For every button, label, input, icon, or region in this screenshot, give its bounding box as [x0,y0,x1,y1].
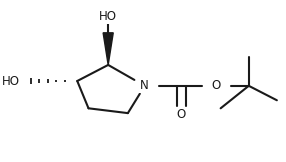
Polygon shape [103,33,113,65]
Text: HO: HO [2,75,20,87]
Text: N: N [140,79,149,92]
Text: O: O [177,108,186,121]
Text: O: O [212,79,221,92]
Text: HO: HO [99,10,117,23]
